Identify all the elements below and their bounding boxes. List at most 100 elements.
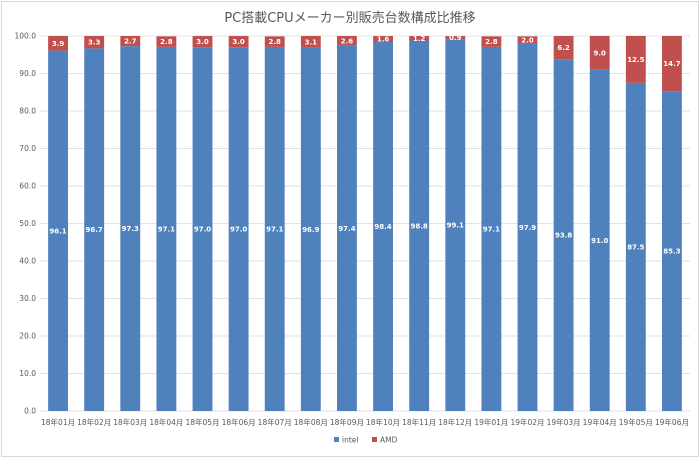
- x-tick-label-17: 19年06月: [655, 417, 689, 427]
- bar-amd-8: [337, 36, 357, 46]
- x-tick-label-6: 18年07月: [258, 417, 292, 427]
- data-label-intel-5: 97.0: [230, 226, 247, 234]
- data-label-amd-10: 1.2: [413, 35, 426, 43]
- data-label-amd-4: 3.0: [196, 38, 209, 46]
- x-tick-label-12: 19年01月: [474, 417, 508, 427]
- bar-amd-0: [48, 36, 68, 51]
- y-tick-label-7: 70.0: [19, 144, 36, 153]
- data-label-amd-6: 2.8: [269, 38, 282, 46]
- data-label-amd-13: 2.0: [521, 37, 534, 45]
- data-label-intel-7: 96.9: [302, 226, 319, 234]
- y-tick-label-4: 40.0: [19, 257, 36, 266]
- data-label-intel-3: 97.1: [158, 225, 175, 233]
- bar-intel-2: [120, 46, 141, 411]
- legend-label-amd: AMD: [380, 436, 398, 445]
- y-tick-label-5: 50.0: [19, 219, 36, 228]
- data-label-amd-3: 2.8: [160, 38, 173, 46]
- data-label-amd-5: 3.0: [232, 38, 245, 46]
- bar-intel-9: [373, 42, 393, 411]
- bar-amd-12: [481, 36, 502, 47]
- legend: intel AMD: [334, 436, 398, 445]
- data-label-intel-8: 97.4: [338, 225, 355, 233]
- legend-swatch-amd: [372, 437, 377, 442]
- y-tick-label-9: 90.0: [19, 69, 36, 78]
- x-tick-label-16: 19年05月: [619, 417, 653, 427]
- bar-intel-3: [156, 46, 177, 411]
- data-label-amd-17: 14.7: [663, 60, 680, 68]
- bar-intel-14: [553, 59, 574, 411]
- x-tick-label-9: 18年10月: [366, 417, 400, 427]
- data-label-intel-11: 99.1: [447, 222, 464, 230]
- data-label-intel-15: 91.0: [591, 237, 608, 245]
- bar-amd-11: [445, 36, 466, 40]
- data-label-amd-7: 3.1: [305, 38, 318, 46]
- bars-layer: [48, 36, 682, 411]
- data-label-amd-14: 6.2: [557, 44, 570, 52]
- data-label-intel-4: 97.0: [194, 226, 211, 234]
- x-tick-label-14: 19年03月: [547, 417, 581, 427]
- bar-amd-17: [662, 36, 682, 92]
- legend-swatch-intel: [334, 437, 339, 442]
- bar-amd-10: [409, 36, 430, 41]
- x-tick-label-5: 18年06月: [222, 417, 256, 427]
- y-tick-label-8: 80.0: [19, 107, 36, 116]
- y-tick-label-2: 20.0: [19, 332, 36, 341]
- y-tick-label-1: 10.0: [19, 369, 36, 378]
- data-label-amd-16: 12.5: [627, 56, 644, 64]
- x-tick-label-2: 18年03月: [113, 417, 147, 427]
- x-tick-label-15: 19年04月: [583, 417, 617, 427]
- x-tick-label-7: 18年08月: [294, 417, 328, 427]
- bar-intel-7: [300, 47, 321, 411]
- bar-amd-7: [300, 36, 321, 48]
- bar-amd-6: [264, 36, 285, 47]
- bar-intel-12: [481, 46, 502, 411]
- x-tick-label-10: 18年11月: [402, 417, 436, 427]
- data-label-intel-10: 98.8: [411, 222, 428, 230]
- data-label-amd-2: 2.7: [124, 38, 137, 46]
- bar-intel-0: [48, 50, 68, 411]
- data-label-amd-12: 2.8: [485, 38, 498, 46]
- data-label-amd-0: 3.9: [52, 40, 65, 48]
- bar-amd-3: [156, 36, 177, 47]
- data-label-intel-9: 98.4: [374, 223, 391, 231]
- bar-intel-15: [589, 69, 610, 411]
- data-label-amd-15: 9.0: [594, 49, 607, 57]
- x-tick-label-13: 19年02月: [510, 417, 544, 427]
- x-tick-label-4: 18年05月: [185, 417, 219, 427]
- chart-title: PC搭載CPUメーカー別販売台数構成比推移: [224, 10, 475, 26]
- data-label-intel-0: 96.1: [49, 227, 66, 235]
- y-tick-label-6: 60.0: [19, 182, 36, 191]
- bar-intel-13: [517, 43, 538, 411]
- y-tick-label-0: 0.0: [24, 407, 36, 416]
- data-label-intel-12: 97.1: [483, 225, 500, 233]
- x-tick-label-8: 18年09月: [330, 417, 364, 427]
- bar-intel-5: [228, 47, 249, 411]
- data-label-intel-13: 97.9: [519, 224, 536, 232]
- bar-amd-2: [120, 36, 141, 47]
- data-label-amd-8: 2.6: [341, 37, 354, 45]
- grid-layer: [40, 35, 690, 412]
- data-label-intel-16: 87.5: [627, 243, 644, 251]
- bar-amd-16: [625, 36, 646, 83]
- bar-intel-8: [337, 45, 357, 411]
- bar-intel-1: [84, 48, 105, 411]
- data-label-amd-9: 1.6: [377, 36, 390, 44]
- y-tick-label-10: 100.0: [15, 32, 37, 41]
- bar-intel-11: [445, 39, 466, 411]
- data-label-intel-1: 96.7: [86, 226, 103, 234]
- x-tick-label-0: 18年01月: [41, 417, 75, 427]
- data-label-amd-1: 3.3: [88, 39, 101, 47]
- bar-amd-5: [228, 36, 249, 48]
- x-tick-label-1: 18年02月: [77, 417, 111, 427]
- x-tick-label-3: 18年04月: [149, 417, 183, 427]
- data-label-intel-17: 85.3: [663, 248, 680, 256]
- bar-intel-4: [192, 47, 213, 411]
- labels-layer: 96.1 3.9 96.7 3.3 97.3 2.7 97.1 2.8 97.0 3.0 97.0 3…: [49, 34, 680, 255]
- y-tick-label-3: 30.0: [19, 294, 36, 303]
- data-label-intel-14: 93.8: [555, 232, 572, 240]
- bar-amd-9: [373, 36, 393, 42]
- x-tick-label-11: 18年12月: [438, 417, 472, 427]
- legend-label-intel: intel: [342, 436, 358, 445]
- bar-intel-16: [625, 82, 646, 411]
